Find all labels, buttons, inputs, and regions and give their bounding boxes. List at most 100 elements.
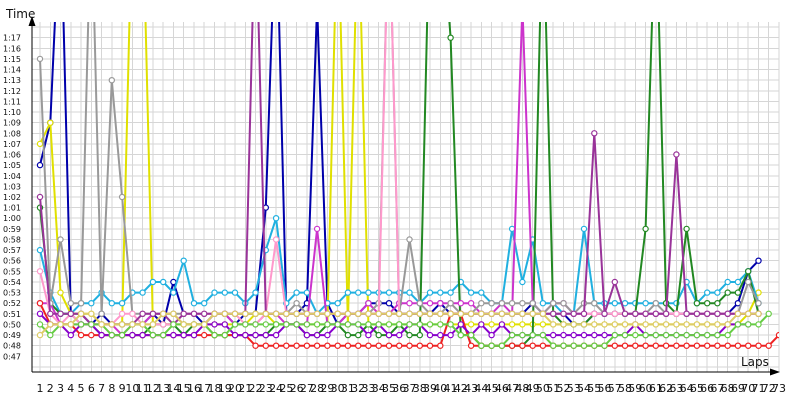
- x-tick-label: 29: [320, 382, 334, 395]
- x-tick-label: 8: [108, 382, 115, 395]
- data-point: [242, 310, 249, 317]
- data-point: [673, 310, 680, 317]
- data-point: [108, 300, 116, 307]
- data-point: [406, 310, 413, 317]
- x-tick-label: 26: [290, 382, 304, 395]
- data-point: [365, 289, 372, 296]
- data-point: [683, 310, 690, 317]
- data-point: [211, 310, 218, 317]
- data-point: [611, 331, 619, 339]
- y-tick-label: 0:48: [3, 342, 21, 351]
- data-point: [704, 300, 711, 307]
- data-point: [704, 331, 711, 339]
- x-tick-label: 49: [526, 382, 540, 395]
- data-point: [355, 310, 362, 317]
- x-axis-title: Laps: [741, 355, 769, 369]
- data-point: [406, 300, 413, 307]
- data-point: [724, 321, 731, 328]
- data-point: [591, 331, 598, 339]
- x-tick-label: 71: [751, 382, 765, 395]
- data-point: [447, 310, 454, 317]
- x-tick-label: 6: [88, 382, 95, 395]
- data-point: [621, 321, 629, 328]
- data-point: [324, 331, 331, 339]
- data-point: [385, 342, 393, 349]
- data-point: [519, 342, 526, 349]
- data-point: [570, 331, 577, 339]
- data-point: [745, 268, 752, 275]
- data-point: [170, 310, 177, 317]
- data-point: [457, 321, 464, 328]
- data-point: [693, 310, 701, 317]
- data-point: [170, 289, 177, 296]
- data-point: [303, 331, 311, 339]
- data-point: [77, 310, 85, 317]
- data-point: [252, 289, 259, 296]
- y-tick-label: 0:56: [3, 257, 21, 266]
- data-point: [601, 321, 608, 328]
- y-tick-label: 0:57: [3, 246, 21, 255]
- data-point: [385, 310, 393, 317]
- data-point: [560, 300, 567, 307]
- data-point: [211, 289, 218, 296]
- data-point: [344, 331, 352, 339]
- data-point: [344, 342, 352, 349]
- x-tick-label: 25: [279, 382, 293, 395]
- data-point: [765, 342, 772, 349]
- data-point: [508, 331, 516, 339]
- data-point: [734, 321, 742, 328]
- y-tick-label: 1:07: [3, 140, 21, 149]
- data-point: [611, 321, 619, 328]
- data-point: [344, 289, 352, 296]
- data-point: [159, 321, 167, 328]
- data-point: [642, 310, 649, 317]
- x-tick-label: 40: [433, 382, 447, 395]
- data-point: [673, 151, 680, 158]
- data-point: [159, 310, 167, 317]
- data-point: [591, 300, 598, 307]
- x-tick-label: 72: [762, 382, 776, 395]
- data-point: [88, 331, 95, 339]
- data-point: [67, 310, 75, 317]
- x-tick-label: 3: [57, 382, 64, 395]
- data-point: [714, 300, 721, 307]
- data-point: [118, 300, 126, 307]
- data-point: [313, 225, 321, 233]
- x-tick-label: 60: [639, 382, 653, 395]
- axes: Time Laps: [5, 7, 780, 376]
- y-tick-label: 0:58: [3, 235, 21, 244]
- data-point: [488, 342, 495, 349]
- data-point: [88, 310, 95, 317]
- data-point: [467, 310, 475, 317]
- data-point: [621, 331, 629, 339]
- y-tick-label: 0:47: [3, 352, 21, 361]
- x-tick-label: 42: [454, 382, 468, 395]
- data-point: [642, 342, 649, 349]
- data-point: [447, 321, 454, 328]
- data-point: [200, 310, 208, 317]
- x-tick-label: 20: [228, 382, 242, 395]
- data-point: [242, 331, 249, 339]
- data-point: [108, 331, 116, 339]
- data-point: [447, 300, 454, 307]
- data-point: [519, 310, 526, 317]
- data-point: [200, 331, 208, 339]
- data-point: [662, 342, 670, 349]
- data-point: [385, 300, 393, 307]
- x-tick-label: 15: [177, 382, 191, 395]
- data-point: [437, 331, 444, 339]
- data-point: [508, 310, 516, 317]
- data-point: [272, 214, 280, 222]
- data-point: [457, 300, 464, 307]
- data-point: [355, 321, 362, 328]
- data-point: [385, 289, 393, 296]
- data-point: [745, 321, 752, 328]
- data-point: [642, 331, 649, 339]
- data-point: [426, 300, 434, 307]
- x-tick-label: 19: [218, 382, 232, 395]
- data-point: [498, 300, 506, 307]
- data-point: [211, 321, 218, 328]
- series-12: [36, 310, 762, 339]
- data-point: [570, 310, 577, 317]
- data-point: [129, 321, 136, 328]
